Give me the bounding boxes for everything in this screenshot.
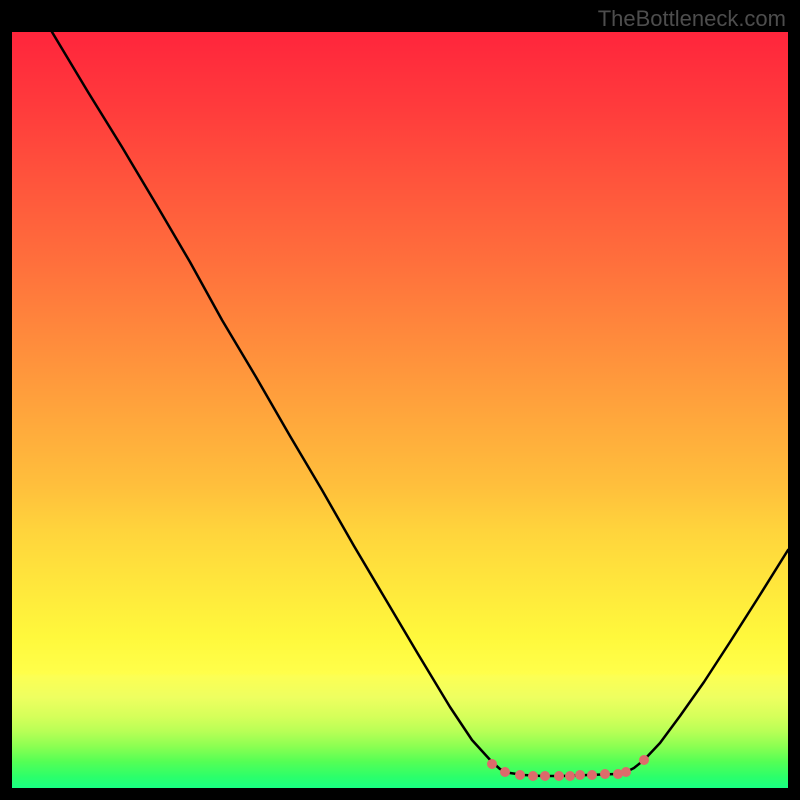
watermark-text: TheBottleneck.com	[598, 6, 786, 32]
chart-plot-area	[12, 32, 788, 788]
gradient-background	[12, 32, 788, 788]
